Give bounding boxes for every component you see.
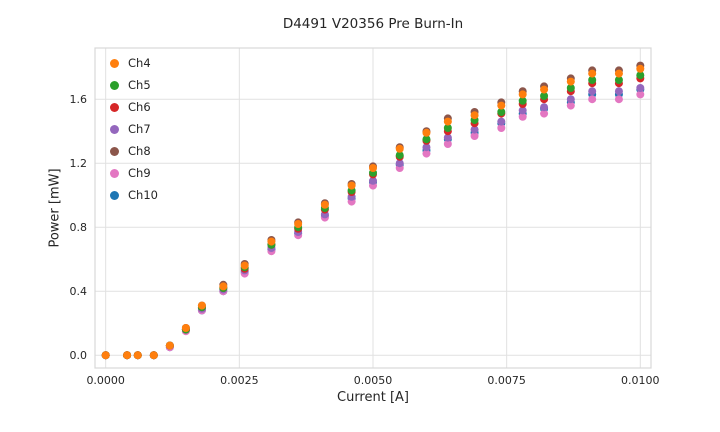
data-point-ch7 xyxy=(443,133,452,142)
data-point-ch5 xyxy=(566,84,575,92)
data-point-ch7 xyxy=(369,176,377,185)
data-point-ch5 xyxy=(422,135,431,144)
data-point-ch4 xyxy=(395,144,404,153)
data-point-ch7 xyxy=(540,103,549,112)
data-point-ch5 xyxy=(518,96,527,105)
legend-marker-icon xyxy=(110,147,119,156)
data-point-ch7 xyxy=(588,87,597,96)
data-point-ch7 xyxy=(614,87,623,96)
data-point-ch4 xyxy=(197,301,206,310)
data-point-ch5 xyxy=(443,124,452,132)
legend-label: Ch9 xyxy=(128,166,151,180)
y-tick-label: 0.8 xyxy=(70,221,88,234)
legend-label: Ch8 xyxy=(128,144,151,158)
data-point-ch9 xyxy=(636,90,645,99)
legend-item-ch6: Ch6 xyxy=(110,100,158,115)
data-point-ch9 xyxy=(422,149,431,158)
legend-item-ch8: Ch8 xyxy=(110,144,158,159)
data-point-ch4 xyxy=(636,64,645,73)
x-tick-label: 0.0075 xyxy=(487,374,526,387)
data-point-ch5 xyxy=(395,151,404,160)
data-point-ch7 xyxy=(422,143,431,152)
data-point-ch4 xyxy=(497,101,506,110)
legend-item-ch5: Ch5 xyxy=(110,78,158,93)
data-point-ch9 xyxy=(497,124,506,132)
data-point-ch5 xyxy=(614,76,623,84)
legend-marker-icon xyxy=(110,191,119,200)
data-point-ch5 xyxy=(588,76,597,84)
legend-marker-icon xyxy=(110,125,119,134)
legend: Ch4 Ch5 Ch6 Ch7 Ch8 Ch9 Ch10 xyxy=(110,56,158,203)
data-point-ch9 xyxy=(470,132,479,140)
legend-marker-icon xyxy=(110,103,119,112)
data-point-ch7 xyxy=(470,125,479,134)
data-point-ch9 xyxy=(540,109,549,118)
data-point-ch4 xyxy=(518,90,527,99)
data-point-ch7 xyxy=(395,159,404,168)
data-point-ch7 xyxy=(497,117,506,126)
data-point-ch4 xyxy=(294,220,303,228)
x-tick-label: 0.0050 xyxy=(354,374,393,387)
x-tick-label: 0.0000 xyxy=(86,374,125,387)
legend-item-ch9: Ch9 xyxy=(110,166,158,181)
y-tick-label: 1.6 xyxy=(70,93,88,106)
legend-label: Ch10 xyxy=(128,188,158,202)
data-point-ch4 xyxy=(443,117,452,126)
legend-item-ch4: Ch4 xyxy=(110,56,158,71)
legend-label: Ch7 xyxy=(128,122,151,136)
data-point-ch7 xyxy=(566,95,575,104)
data-point-ch4 xyxy=(101,351,110,360)
data-point-ch5 xyxy=(497,108,506,116)
data-point-ch4 xyxy=(540,85,549,94)
data-point-ch4 xyxy=(267,237,276,246)
data-point-ch4 xyxy=(133,351,142,360)
data-point-ch4 xyxy=(566,77,575,86)
legend-marker-icon xyxy=(110,81,119,90)
data-point-ch9 xyxy=(443,140,452,148)
data-point-ch7 xyxy=(636,84,645,92)
data-point-ch4 xyxy=(123,351,132,360)
data-point-ch9 xyxy=(566,101,575,110)
x-axis-label: Current [A] xyxy=(337,390,409,405)
x-tick-label: 0.0100 xyxy=(621,374,660,387)
chart-title: D4491 V20356 Pre Burn-In xyxy=(282,16,464,32)
y-tick-label: 0.0 xyxy=(70,349,88,362)
legend-marker-icon xyxy=(110,169,119,178)
data-point-ch5 xyxy=(540,92,549,100)
data-point-ch4 xyxy=(219,282,228,291)
data-point-ch9 xyxy=(614,95,623,104)
data-point-ch4 xyxy=(347,181,356,190)
legend-marker-icon xyxy=(110,59,119,68)
data-point-ch7 xyxy=(518,106,527,115)
data-point-ch4 xyxy=(369,164,377,172)
legend-label: Ch5 xyxy=(128,78,151,92)
data-point-ch5 xyxy=(636,71,645,80)
legend-label: Ch6 xyxy=(128,100,151,114)
legend-item-ch7: Ch7 xyxy=(110,122,158,137)
data-point-ch4 xyxy=(320,200,329,209)
data-point-ch4 xyxy=(165,341,174,350)
y-axis-label: Power [mW] xyxy=(47,168,63,248)
data-point-ch4 xyxy=(614,69,623,78)
legend-item-ch10: Ch10 xyxy=(110,188,158,203)
y-tick-label: 0.4 xyxy=(70,285,88,298)
data-point-ch4 xyxy=(422,128,431,137)
data-point-ch4 xyxy=(181,324,190,332)
y-tick-label: 1.2 xyxy=(70,157,88,170)
data-point-ch9 xyxy=(518,112,527,121)
data-point-ch9 xyxy=(588,95,597,104)
data-point-ch4 xyxy=(470,111,479,120)
data-point-ch4 xyxy=(149,351,158,360)
plot-frame xyxy=(94,47,652,369)
legend-label: Ch4 xyxy=(128,56,151,70)
data-point-ch4 xyxy=(240,261,249,270)
data-point-ch4 xyxy=(588,69,597,78)
x-tick-label: 0.0025 xyxy=(220,374,259,387)
